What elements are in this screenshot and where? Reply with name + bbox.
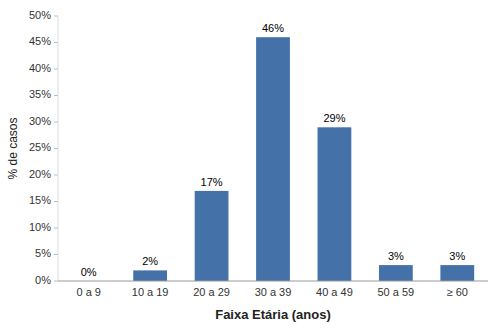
y-tick: [54, 42, 58, 43]
bar: [256, 37, 290, 281]
x-tick-label: 20 a 29: [193, 286, 230, 298]
data-label: 46%: [262, 22, 284, 34]
y-tick: [54, 175, 58, 176]
y-tick: [54, 122, 58, 123]
data-label: 17%: [201, 176, 223, 188]
y-tick-label: 25%: [29, 141, 51, 153]
x-tick-label: 10 a 19: [132, 286, 169, 298]
y-tick: [54, 281, 58, 282]
data-labels: 0% 2% 17% 46% 29% 3% 3%: [81, 22, 466, 278]
x-axis: 0 a 9 10 a 19 20 a 29 30 a 39 40 a 49 50 a 59…: [58, 281, 488, 298]
y-axis-title: % de casos: [6, 117, 20, 179]
bar: [195, 191, 229, 281]
x-tick-label: ≥ 60: [447, 286, 468, 298]
bars: [133, 37, 474, 281]
x-tick-label: 40 a 49: [316, 286, 353, 298]
data-label: 2%: [142, 255, 158, 267]
x-tick-label: 30 a 39: [255, 286, 292, 298]
y-tick-label: 50%: [29, 9, 51, 21]
y-tick: [54, 16, 58, 17]
y-tick: [54, 95, 58, 96]
x-tick-label: 50 a 59: [378, 286, 415, 298]
data-label: 29%: [323, 112, 345, 124]
y-tick: [54, 69, 58, 70]
data-label: 3%: [449, 250, 465, 262]
x-tick-label: 0 a 9: [76, 286, 100, 298]
y-tick-label: 5%: [35, 247, 51, 259]
data-label: 3%: [388, 250, 404, 262]
chart: 0% 5% 10% 15% 20% 25% 30% 35% 40% 45% 50% 0 a 9 10 a…: [0, 0, 500, 329]
x-axis-line: [58, 281, 488, 282]
y-tick-label: 40%: [29, 62, 51, 74]
bar: [440, 265, 474, 281]
bar: [133, 270, 167, 281]
y-tick-label: 30%: [29, 115, 51, 127]
y-axis: 0% 5% 10% 15% 20% 25% 30% 35% 40% 45% 50%: [29, 9, 58, 286]
y-tick-label: 20%: [29, 168, 51, 180]
x-axis-title: Faixa Etária (anos): [215, 307, 331, 322]
y-tick: [54, 148, 58, 149]
y-axis-line: [58, 16, 59, 281]
y-tick-label: 0%: [35, 274, 51, 286]
y-tick: [54, 254, 58, 255]
y-tick-label: 15%: [29, 194, 51, 206]
bar: [379, 265, 413, 281]
y-tick-label: 35%: [29, 88, 51, 100]
y-tick-label: 10%: [29, 221, 51, 233]
y-tick: [54, 228, 58, 229]
y-tick-label: 45%: [29, 35, 51, 47]
y-tick: [54, 201, 58, 202]
data-label: 0%: [81, 266, 97, 278]
bar: [318, 127, 352, 281]
